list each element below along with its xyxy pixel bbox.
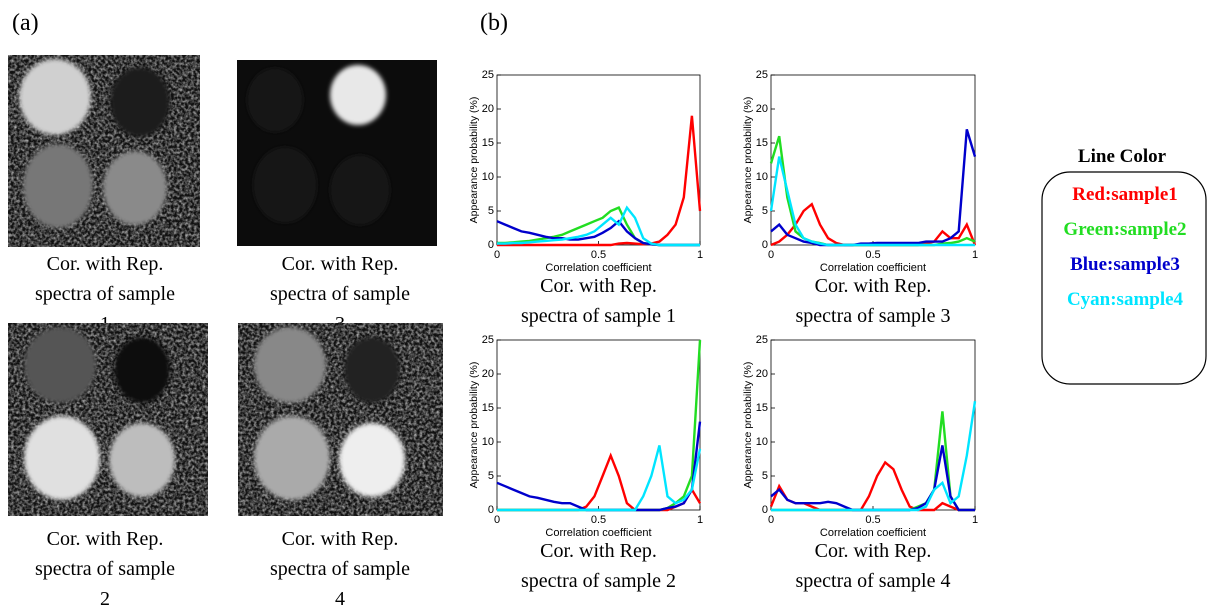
chart-caption: spectra of sample 2	[521, 570, 676, 592]
y-tick-label: 25	[756, 69, 768, 81]
legend-title: Line Color	[1078, 146, 1167, 167]
legend-entry: Green:sample2	[1063, 219, 1186, 240]
chart-caption: Cor. with Rep.	[815, 540, 932, 562]
chart-caption: Cor. with Rep.	[540, 540, 657, 562]
legend-box	[1041, 171, 1207, 385]
y-tick-label: 25	[482, 334, 494, 346]
plot-area	[770, 74, 976, 246]
image	[238, 323, 443, 516]
y-tick-label: 0	[488, 504, 494, 516]
image	[8, 323, 208, 516]
legend-entry: Cyan:sample4	[1067, 289, 1184, 310]
series-line	[497, 115, 702, 247]
image-caption: Cor. with Rep.	[282, 253, 399, 275]
x-axis-label: Correlation coefficient	[820, 527, 926, 539]
y-tick-label: 15	[756, 137, 768, 149]
y-tick-label: 10	[756, 436, 768, 448]
y-tick-label: 25	[756, 334, 768, 346]
y-tick-label: 0	[488, 239, 494, 251]
x-axis-label: Correlation coefficient	[820, 262, 926, 274]
y-tick-label: 20	[482, 368, 494, 380]
x-tick-label: 0	[768, 514, 774, 526]
image-caption: spectra of sample	[35, 558, 175, 580]
y-tick-label: 10	[482, 436, 494, 448]
plot-area	[496, 74, 701, 246]
x-tick-label: 0	[494, 514, 500, 526]
y-tick-label: 20	[756, 103, 768, 115]
x-axis-label: Correlation coefficient	[545, 262, 651, 274]
y-axis-label: Appearance probability (%)	[468, 97, 480, 224]
image-caption: Cor. with Rep.	[47, 528, 164, 550]
y-tick-label: 5	[488, 470, 494, 482]
y-tick-label: 10	[482, 171, 494, 183]
chart-caption: spectra of sample 4	[796, 570, 951, 592]
y-axis-label: Appearance probability (%)	[742, 97, 754, 224]
x-tick-label: 0.5	[865, 514, 880, 526]
image-caption: spectra of sample	[270, 283, 410, 305]
series-line	[769, 156, 975, 247]
image-caption: spectra of sample	[270, 558, 410, 580]
x-tick-label: 0.5	[865, 249, 880, 261]
image	[237, 60, 437, 246]
x-tick-label: 0	[768, 249, 774, 261]
series-line	[497, 445, 702, 512]
y-tick-label: 10	[756, 171, 768, 183]
x-tick-label: 0.5	[591, 514, 606, 526]
image-caption: spectra of sample	[35, 283, 175, 305]
image-caption: 4	[335, 588, 345, 606]
y-tick-label: 5	[762, 205, 768, 217]
x-tick-label: 1	[697, 514, 703, 526]
x-tick-label: 1	[972, 249, 978, 261]
series-line	[497, 205, 700, 247]
chart-caption: Cor. with Rep.	[540, 275, 657, 297]
legend-entry: Blue:sample3	[1070, 254, 1180, 275]
y-tick-label: 0	[762, 504, 768, 516]
image-caption: Cor. with Rep.	[47, 253, 164, 275]
series-line	[771, 401, 977, 512]
y-axis-label: Appearance probability (%)	[468, 362, 480, 489]
y-axis-label: Appearance probability (%)	[742, 362, 754, 489]
x-tick-label: 1	[972, 514, 978, 526]
y-tick-label: 5	[488, 205, 494, 217]
chart-caption: spectra of sample 3	[796, 305, 951, 327]
y-tick-label: 0	[762, 239, 768, 251]
x-tick-label: 1	[697, 249, 703, 261]
legend-entry: Red:sample1	[1072, 184, 1178, 205]
series-line	[770, 129, 977, 247]
y-tick-label: 15	[482, 402, 494, 414]
image-caption: Cor. with Rep.	[282, 528, 399, 550]
panel-label: (b)	[480, 10, 508, 36]
image	[8, 55, 200, 247]
x-tick-label: 0.5	[591, 249, 606, 261]
y-tick-label: 25	[482, 69, 494, 81]
y-tick-label: 20	[482, 103, 494, 115]
y-tick-label: 5	[762, 470, 768, 482]
y-tick-label: 20	[756, 368, 768, 380]
panel-label: (a)	[12, 10, 39, 36]
x-axis-label: Correlation coefficient	[545, 527, 651, 539]
x-tick-label: 0	[494, 249, 500, 261]
chart-caption: Cor. with Rep.	[815, 275, 932, 297]
chart-caption: spectra of sample 1	[521, 305, 676, 327]
y-tick-label: 15	[756, 402, 768, 414]
y-tick-label: 15	[482, 137, 494, 149]
image-caption: 2	[100, 588, 110, 606]
